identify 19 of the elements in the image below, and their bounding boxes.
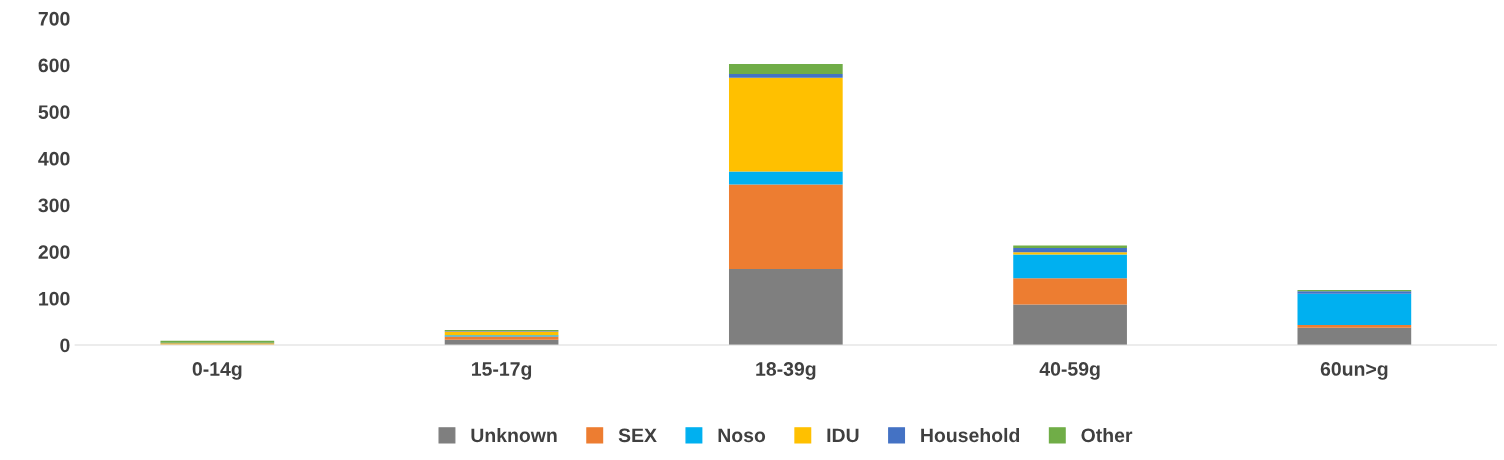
x-tick-label: 15-17g	[472, 362, 532, 380]
y-tick-label: 0	[60, 338, 70, 353]
y-tick-label: 600	[38, 58, 70, 73]
y-tick-label: 200	[38, 245, 70, 259]
legend-label: SEX	[618, 428, 657, 443]
legend-label: Household	[921, 427, 1020, 443]
y-tick-label: 300	[38, 198, 70, 213]
x-tick-label: 0-14g	[192, 362, 242, 380]
y-tick-label: 100	[39, 291, 70, 306]
y-tick-label: 500	[38, 105, 70, 119]
legend-label: Noso	[718, 428, 766, 443]
legend-label: Unknown	[471, 427, 557, 443]
legend-label: Other	[1081, 427, 1133, 443]
legend-label: IDU	[827, 428, 859, 443]
x-tick-label: 18-39g	[756, 362, 816, 380]
y-tick-label: 400	[38, 151, 70, 166]
y-tick-label: 700	[38, 11, 70, 26]
x-tick-label: 60un>g	[1320, 362, 1388, 380]
x-tick-label: 40-59g	[1039, 362, 1100, 380]
